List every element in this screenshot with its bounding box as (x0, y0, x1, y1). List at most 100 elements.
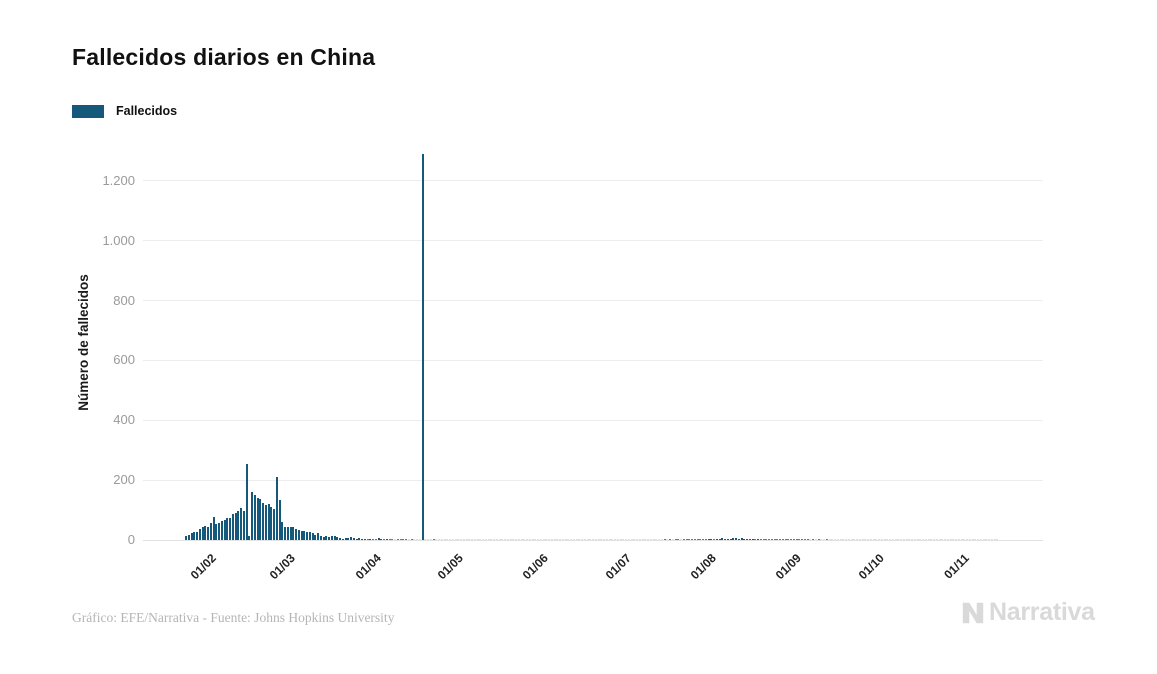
bar[interactable] (699, 539, 702, 540)
bar[interactable] (652, 539, 655, 540)
bar[interactable] (460, 539, 463, 540)
bar[interactable] (380, 538, 383, 540)
bar[interactable] (339, 537, 342, 540)
bar[interactable] (267, 503, 270, 540)
bar[interactable] (432, 539, 435, 540)
bar[interactable] (754, 539, 757, 540)
bar[interactable] (550, 539, 553, 540)
bar[interactable] (366, 539, 369, 540)
bar[interactable] (724, 538, 727, 540)
bar[interactable] (633, 539, 636, 540)
bar[interactable] (671, 539, 674, 540)
bar[interactable] (757, 538, 760, 540)
bar[interactable] (429, 539, 432, 540)
bar[interactable] (707, 538, 710, 540)
bar[interactable] (721, 538, 724, 540)
bar[interactable] (704, 539, 707, 540)
bar[interactable] (559, 539, 562, 540)
bar[interactable] (539, 539, 542, 540)
bar[interactable] (308, 531, 311, 540)
bar[interactable] (523, 539, 526, 540)
bar[interactable] (930, 539, 933, 540)
bar[interactable] (949, 539, 952, 540)
bar[interactable] (490, 539, 493, 540)
bar[interactable] (875, 539, 878, 540)
bar[interactable] (517, 539, 520, 540)
bar[interactable] (735, 537, 738, 540)
bar[interactable] (660, 539, 663, 540)
bar[interactable] (314, 534, 317, 540)
bar[interactable] (361, 538, 364, 540)
bar[interactable] (295, 528, 298, 540)
bar[interactable] (586, 539, 589, 540)
bar[interactable] (396, 539, 399, 540)
bar[interactable] (237, 510, 240, 540)
bar[interactable] (575, 539, 578, 540)
bar[interactable] (495, 539, 498, 540)
bar[interactable] (867, 539, 870, 540)
bar[interactable] (636, 539, 639, 540)
bar[interactable] (985, 539, 988, 540)
bar[interactable] (691, 539, 694, 540)
bar[interactable] (729, 538, 732, 540)
bar[interactable] (226, 518, 229, 540)
bar[interactable] (842, 539, 845, 540)
bar[interactable] (916, 539, 919, 540)
bar[interactable] (347, 538, 350, 540)
bar[interactable] (880, 539, 883, 540)
bar[interactable] (561, 539, 564, 540)
bar[interactable] (355, 538, 358, 540)
bar[interactable] (286, 527, 289, 540)
bar[interactable] (374, 539, 377, 540)
bar[interactable] (603, 539, 606, 540)
bar[interactable] (927, 539, 930, 540)
bar[interactable] (465, 539, 468, 540)
bar[interactable] (823, 539, 826, 540)
bar[interactable] (418, 539, 421, 540)
bar[interactable] (473, 539, 476, 540)
bar[interactable] (883, 539, 886, 540)
bar[interactable] (223, 520, 226, 540)
bar[interactable] (215, 523, 218, 540)
bar[interactable] (520, 539, 523, 540)
bar[interactable] (363, 538, 366, 540)
bar[interactable] (922, 539, 925, 540)
bar[interactable] (641, 539, 644, 540)
bar[interactable] (974, 539, 977, 540)
bar[interactable] (897, 539, 900, 540)
bar[interactable] (787, 539, 790, 540)
bar[interactable] (894, 539, 897, 540)
bar[interactable] (856, 539, 859, 540)
bar[interactable] (798, 539, 801, 540)
bar[interactable] (715, 538, 718, 540)
bar[interactable] (487, 539, 490, 540)
bar[interactable] (330, 535, 333, 540)
bar[interactable] (968, 539, 971, 540)
bar[interactable] (957, 539, 960, 540)
bar[interactable] (795, 539, 798, 540)
bar[interactable] (748, 538, 751, 540)
bar[interactable] (762, 539, 765, 540)
bar[interactable] (627, 539, 630, 540)
bar[interactable] (581, 539, 584, 540)
bar[interactable] (509, 539, 512, 540)
bar[interactable] (556, 539, 559, 540)
bar[interactable] (468, 539, 471, 540)
bar[interactable] (443, 539, 446, 540)
bar[interactable] (886, 539, 889, 540)
bar[interactable] (278, 499, 281, 540)
bar[interactable] (861, 539, 864, 540)
bar[interactable] (878, 539, 881, 540)
bar[interactable] (435, 539, 438, 540)
bar[interactable] (572, 539, 575, 540)
bar[interactable] (850, 539, 853, 540)
bar[interactable] (770, 539, 773, 540)
bar[interactable] (262, 502, 265, 540)
bar[interactable] (567, 539, 570, 540)
bar[interactable] (993, 539, 996, 540)
bar[interactable] (220, 520, 223, 540)
bar[interactable] (990, 539, 993, 540)
bar[interactable] (424, 539, 427, 540)
bar[interactable] (845, 539, 848, 540)
bar[interactable] (944, 539, 947, 540)
